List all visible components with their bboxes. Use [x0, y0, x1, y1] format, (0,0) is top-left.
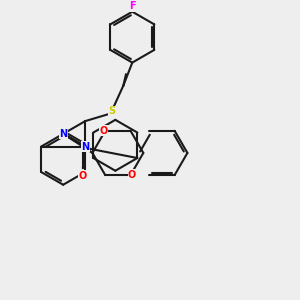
Text: O: O	[128, 170, 136, 180]
Text: O: O	[79, 171, 87, 181]
Text: F: F	[129, 1, 136, 11]
Text: S: S	[109, 106, 116, 116]
Text: N: N	[59, 129, 67, 139]
Text: O: O	[100, 126, 108, 136]
Text: N: N	[81, 142, 89, 152]
